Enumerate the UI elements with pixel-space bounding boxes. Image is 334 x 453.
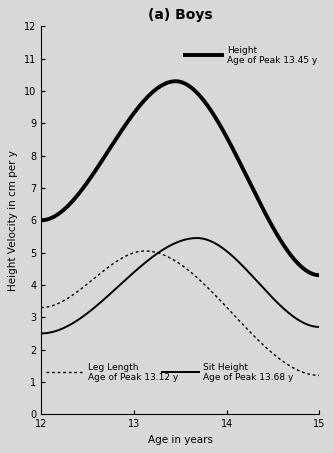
X-axis label: Age in years: Age in years [148, 435, 213, 445]
Text: Height
Age of Peak 13.45 y: Height Age of Peak 13.45 y [227, 46, 317, 65]
Title: (a) Boys: (a) Boys [148, 8, 213, 22]
Text: Leg Length
Age of Peak 13.12 y: Leg Length Age of Peak 13.12 y [88, 362, 178, 382]
Y-axis label: Height Velocity in cm per y: Height Velocity in cm per y [8, 150, 18, 291]
Text: Sit Height
Age of Peak 13.68 y: Sit Height Age of Peak 13.68 y [203, 362, 294, 382]
